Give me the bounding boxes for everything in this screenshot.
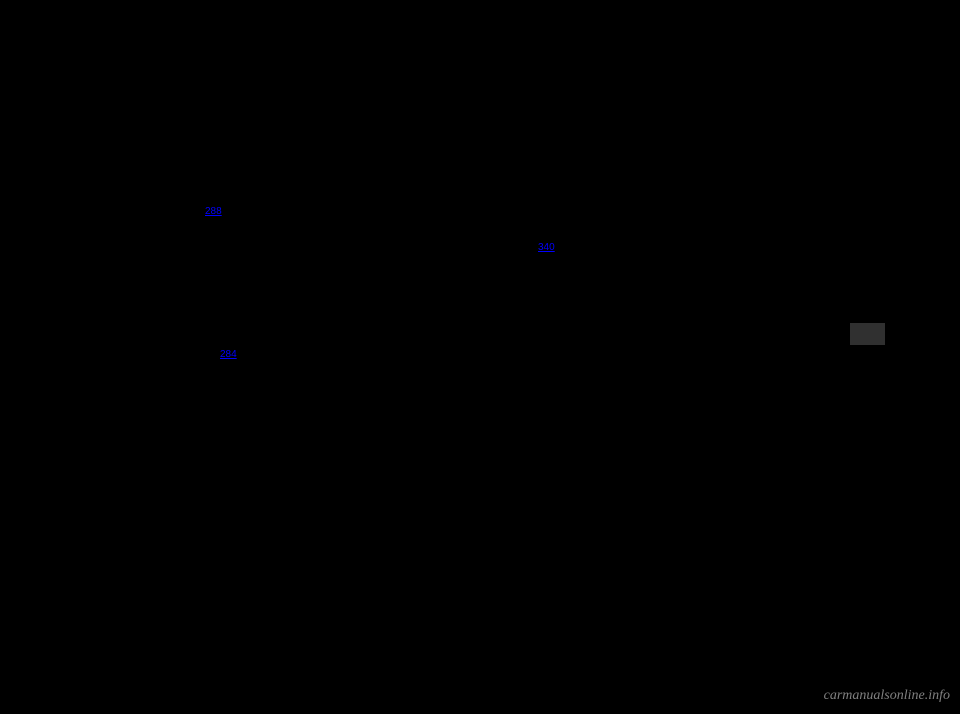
page-link-340[interactable]: 340 — [538, 242, 555, 253]
page-link-288[interactable]: 288 — [205, 206, 222, 217]
page-link-284[interactable]: 284 — [220, 349, 237, 360]
page-edge-marker — [850, 323, 885, 345]
watermark-text: carmanualsonline.info — [824, 688, 950, 704]
